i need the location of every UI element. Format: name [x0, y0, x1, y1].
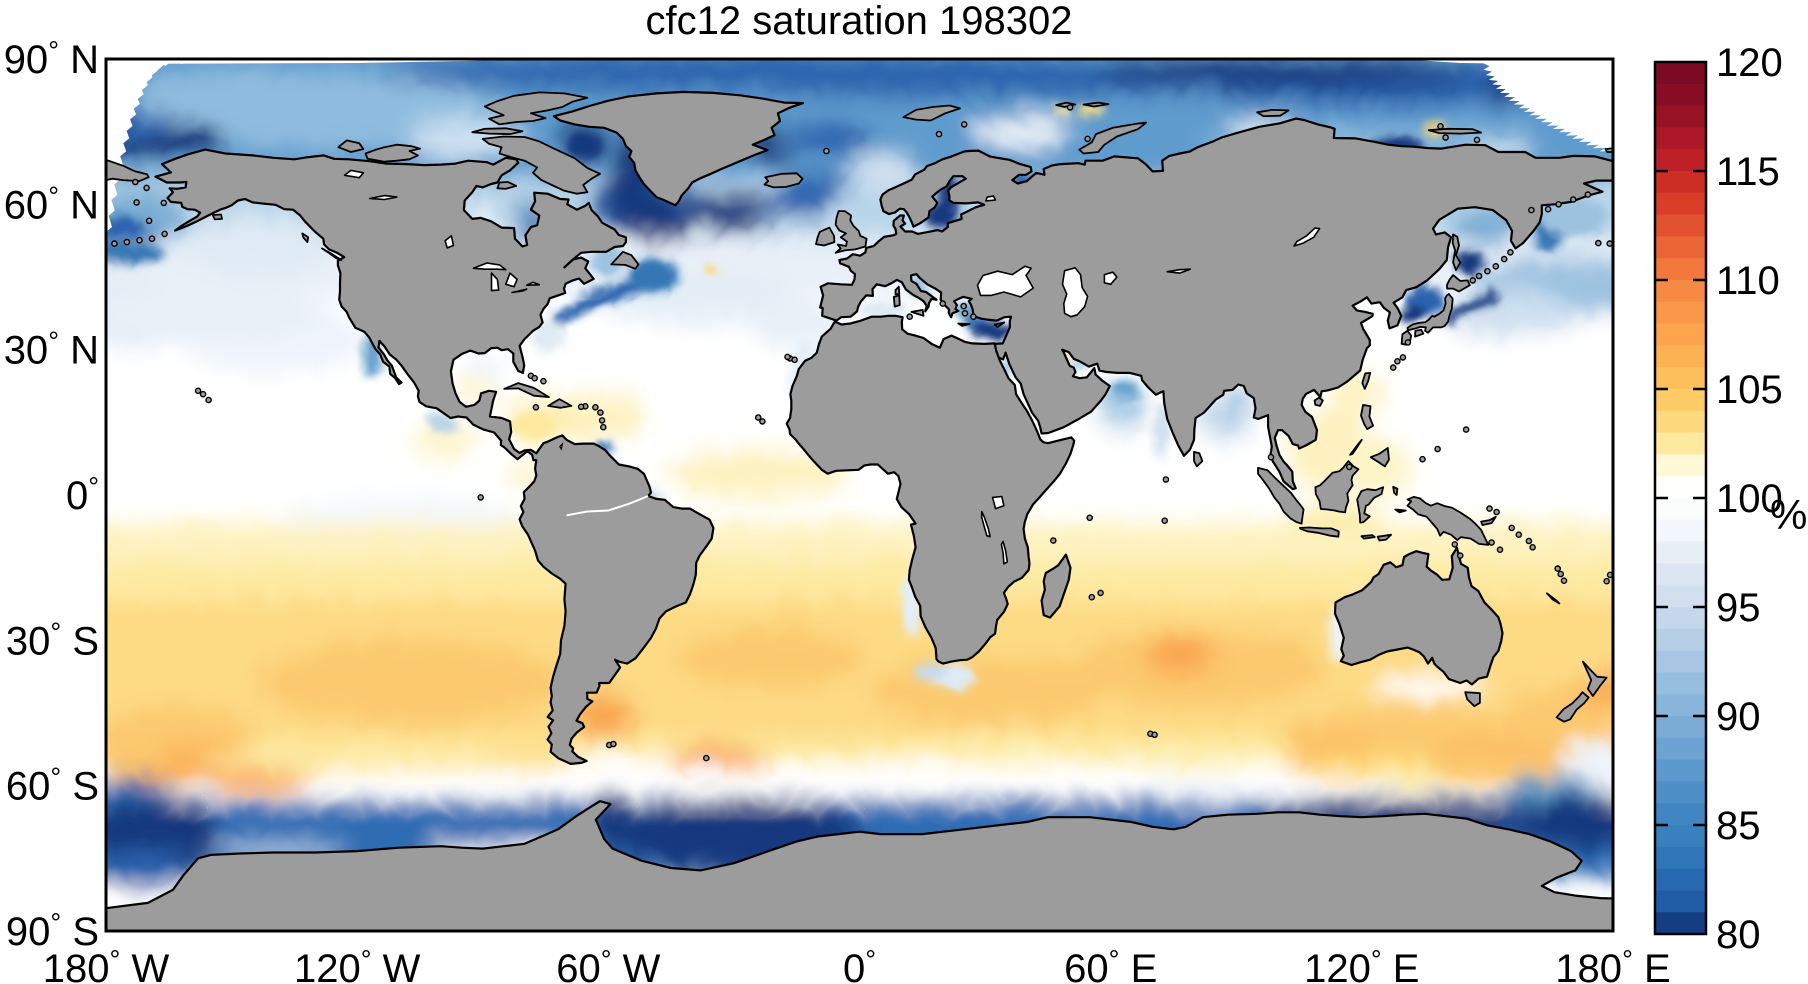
svg-text:115: 115	[1716, 150, 1780, 194]
svg-text:180° E: 180° E	[1555, 945, 1670, 984]
svg-text:80: 80	[1716, 913, 1761, 957]
svg-text:120: 120	[1716, 41, 1783, 85]
svg-text:90: 90	[1716, 695, 1761, 739]
svg-text:120° E: 120° E	[1304, 945, 1419, 984]
svg-text:110: 110	[1716, 259, 1780, 303]
svg-text:105: 105	[1716, 368, 1783, 412]
svg-text:120° W: 120° W	[294, 945, 421, 984]
svg-text:60° N: 60° N	[4, 181, 99, 227]
svg-text:180° W: 180° W	[43, 945, 170, 984]
svg-text:cfc12 saturation 198302: cfc12 saturation 198302	[646, 0, 1073, 43]
svg-text:100: 100	[1716, 477, 1783, 521]
svg-text:85: 85	[1716, 804, 1761, 848]
svg-text:95: 95	[1716, 586, 1761, 630]
svg-text:%: %	[1770, 491, 1807, 538]
